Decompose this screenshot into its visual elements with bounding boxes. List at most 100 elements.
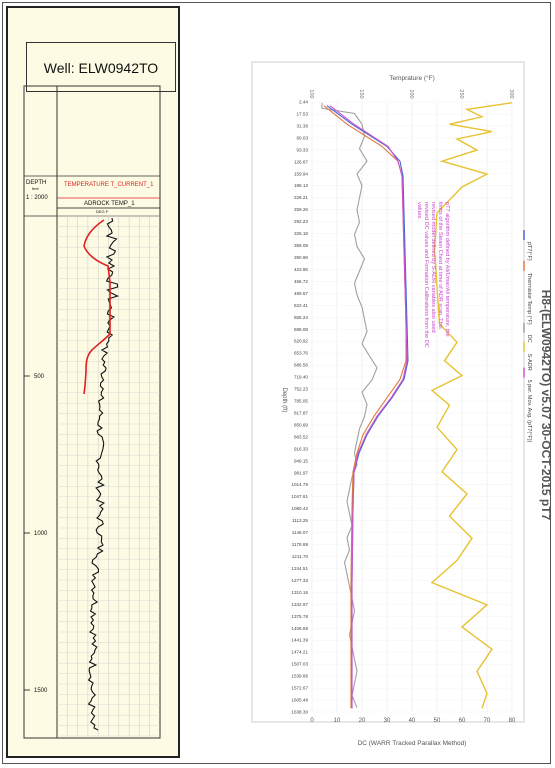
log-outline (23, 85, 161, 739)
log-depth-tick-label: 1500 (34, 688, 48, 694)
depth-axis-label: Depth (ft) (281, 387, 287, 412)
legend-label: Thermistor Temp (°F) (526, 273, 532, 325)
depth-tick-label: 358.09 (294, 243, 308, 248)
depth-tick-label: 1014.79 (291, 482, 308, 487)
depth-tick-label: 719.40 (294, 375, 308, 380)
depth-tick-label: 1310.16 (291, 590, 308, 595)
depth-scale: 1 : 2000 (26, 195, 48, 201)
depth-tick-label: 1211.70 (292, 554, 309, 559)
temp-tick-label: 200 (408, 89, 414, 98)
depth-tick-label: 489.57 (294, 291, 308, 296)
depth-tick-label: 1408.59 (291, 626, 308, 631)
depth-tick-label: 1539.86 (291, 674, 308, 679)
depth-tick-label: 195.13 (294, 183, 308, 188)
depth-tick-label: 60.03 (297, 135, 309, 140)
well-title: Well: ELW0942TO (26, 42, 176, 92)
chart-annotation: pT7 algorithm defined by Ali/Umar/Ali te… (416, 202, 450, 348)
chart-title: H8-(ELW0942TO) v5.07 30-OCT-2015 pT7 (539, 290, 553, 521)
depth-tick-label: 1080.42 (291, 506, 308, 511)
depth-tick-label: 883.52 (294, 434, 308, 439)
depth-tick-label: 1146.07 (292, 530, 309, 535)
log-depth-tick-label: 1000 (34, 531, 48, 537)
dc-tick-label: 30 (384, 718, 391, 724)
depth-tick-label: 752.23 (294, 387, 308, 392)
series-line-s-adr (430, 102, 513, 709)
temp-tick-label: 100 (308, 89, 314, 98)
depth-tick-label: 1474.21 (291, 650, 308, 655)
annotation-line: pT7 algorithm defined by Ali/Umar/Ali te… (444, 202, 450, 337)
depth-tick-label: 1507.03 (291, 662, 308, 667)
adrock-track-unit: DEG F (96, 209, 109, 214)
depth-tick-label: 850.69 (294, 422, 308, 427)
depth-tick-label: 1047.61 (291, 494, 308, 499)
depth-tick-label: 620.92 (294, 339, 308, 344)
depth-tick-label: 653.76 (294, 351, 308, 356)
log-depth-ticks: 500 1000 1500 (24, 374, 48, 694)
depth-tick-label: 226.21 (294, 195, 308, 200)
depth-tick-label: 1375.78 (291, 614, 308, 619)
depth-tick-label: 126.67 (294, 159, 308, 164)
annotation-line: revised model defined by S-ADR variables… (430, 202, 436, 333)
legend-label: 5 per. Mov. Avg. (pT7(°F)) (526, 380, 532, 443)
annotation-line: values. (416, 202, 422, 220)
dc-tick-label: 0 (310, 718, 314, 724)
annotation-line: limits of the Steam Chest at time of ADR… (437, 202, 443, 329)
legend-label: pT7(°F) (526, 242, 532, 261)
chart-grid (311, 101, 513, 713)
depth-tick-label: 949.15 (294, 458, 308, 463)
bottom-axis-label: DC (WARR Tracked Parallax Method) (358, 740, 467, 747)
temp-tick-label: 150 (358, 89, 364, 98)
depth-tick-label: 522.41 (294, 303, 308, 308)
annotation-line: revised DC values and Formation Calibrat… (423, 202, 429, 348)
depth-tick-label: 325.18 (294, 231, 308, 236)
depth-tick-label: 159.94 (294, 171, 308, 176)
depth-tick-label: 390.98 (294, 255, 308, 260)
depth-tick-label: 1277.33 (291, 578, 308, 583)
depth-tick-label: 981.97 (294, 470, 308, 475)
depth-tick-label: 686.58 (294, 363, 308, 368)
depth-tick-label: 2.44 (299, 100, 308, 105)
chart-series (321, 102, 513, 709)
chart-legend: pT7(°F) Thermistor Temp (°F) DC S-ADR 5 per.… (523, 230, 532, 443)
depth-tick-label: 785.05 (294, 399, 308, 404)
depth-tick-label: 1342.97 (291, 602, 308, 607)
depth-tick-label: 588.08 (294, 327, 308, 332)
depth-tick-label: 17.53 (297, 111, 309, 116)
dc-tick-label: 10 (334, 718, 341, 724)
depth-tick-label: 555.24 (294, 315, 308, 320)
depth-tick-label: 93.33 (297, 147, 309, 152)
temperature-curve (83, 219, 111, 395)
chart-border (251, 61, 525, 723)
depth-tick-label: 817.87 (294, 410, 308, 415)
dc-tick-label: 50 (434, 718, 441, 724)
depth-unit: feet (32, 186, 40, 191)
depth-tick-label: 259.26 (294, 207, 308, 212)
well-log-panel: Well: ELW0942TO (6, 6, 180, 758)
temp-tick-label: 300 (508, 89, 514, 98)
depth-tick-label: 1441.39 (291, 638, 308, 643)
dc-tick-label: 70 (484, 718, 491, 724)
top-axis-label: Temprature (°F) (389, 74, 435, 82)
depth-tick-label: 1178.89 (292, 542, 309, 547)
temp-track-label: TEMPERATURE T_CURRENT_1 (64, 182, 154, 188)
series-line-5-per-mov-avg-pt7-f- (329, 105, 408, 709)
depth-tick-label: 1605.48 (291, 698, 308, 703)
depth-tick-label: 31.36 (297, 123, 309, 128)
series-line-dc (321, 102, 378, 708)
legend-label: S-ADR (526, 354, 532, 371)
chart-ticks: 0 10 20 30 40 50 60 70 80 100 150 200 250 300 2.44 17.5… (291, 89, 516, 724)
depth-tick-label: 423.86 (294, 267, 308, 272)
dc-tick-label: 80 (509, 718, 516, 724)
depth-tick-label: 1638.30 (291, 710, 308, 715)
adrock-track-label: ADROCK TEMP_1 (84, 201, 135, 207)
depth-label: DEPTH (26, 180, 46, 186)
depth-tick-label: 1113.25 (292, 518, 308, 523)
depth-tick-label: 1244.51 (291, 566, 308, 571)
dc-tick-label: 60 (459, 718, 466, 724)
depth-tick-label: 916.33 (294, 446, 308, 451)
depth-tick-label: 1572.67 (291, 686, 308, 691)
depth-tick-label: 292.23 (294, 219, 308, 224)
log-depth-tick-label: 500 (34, 374, 45, 380)
